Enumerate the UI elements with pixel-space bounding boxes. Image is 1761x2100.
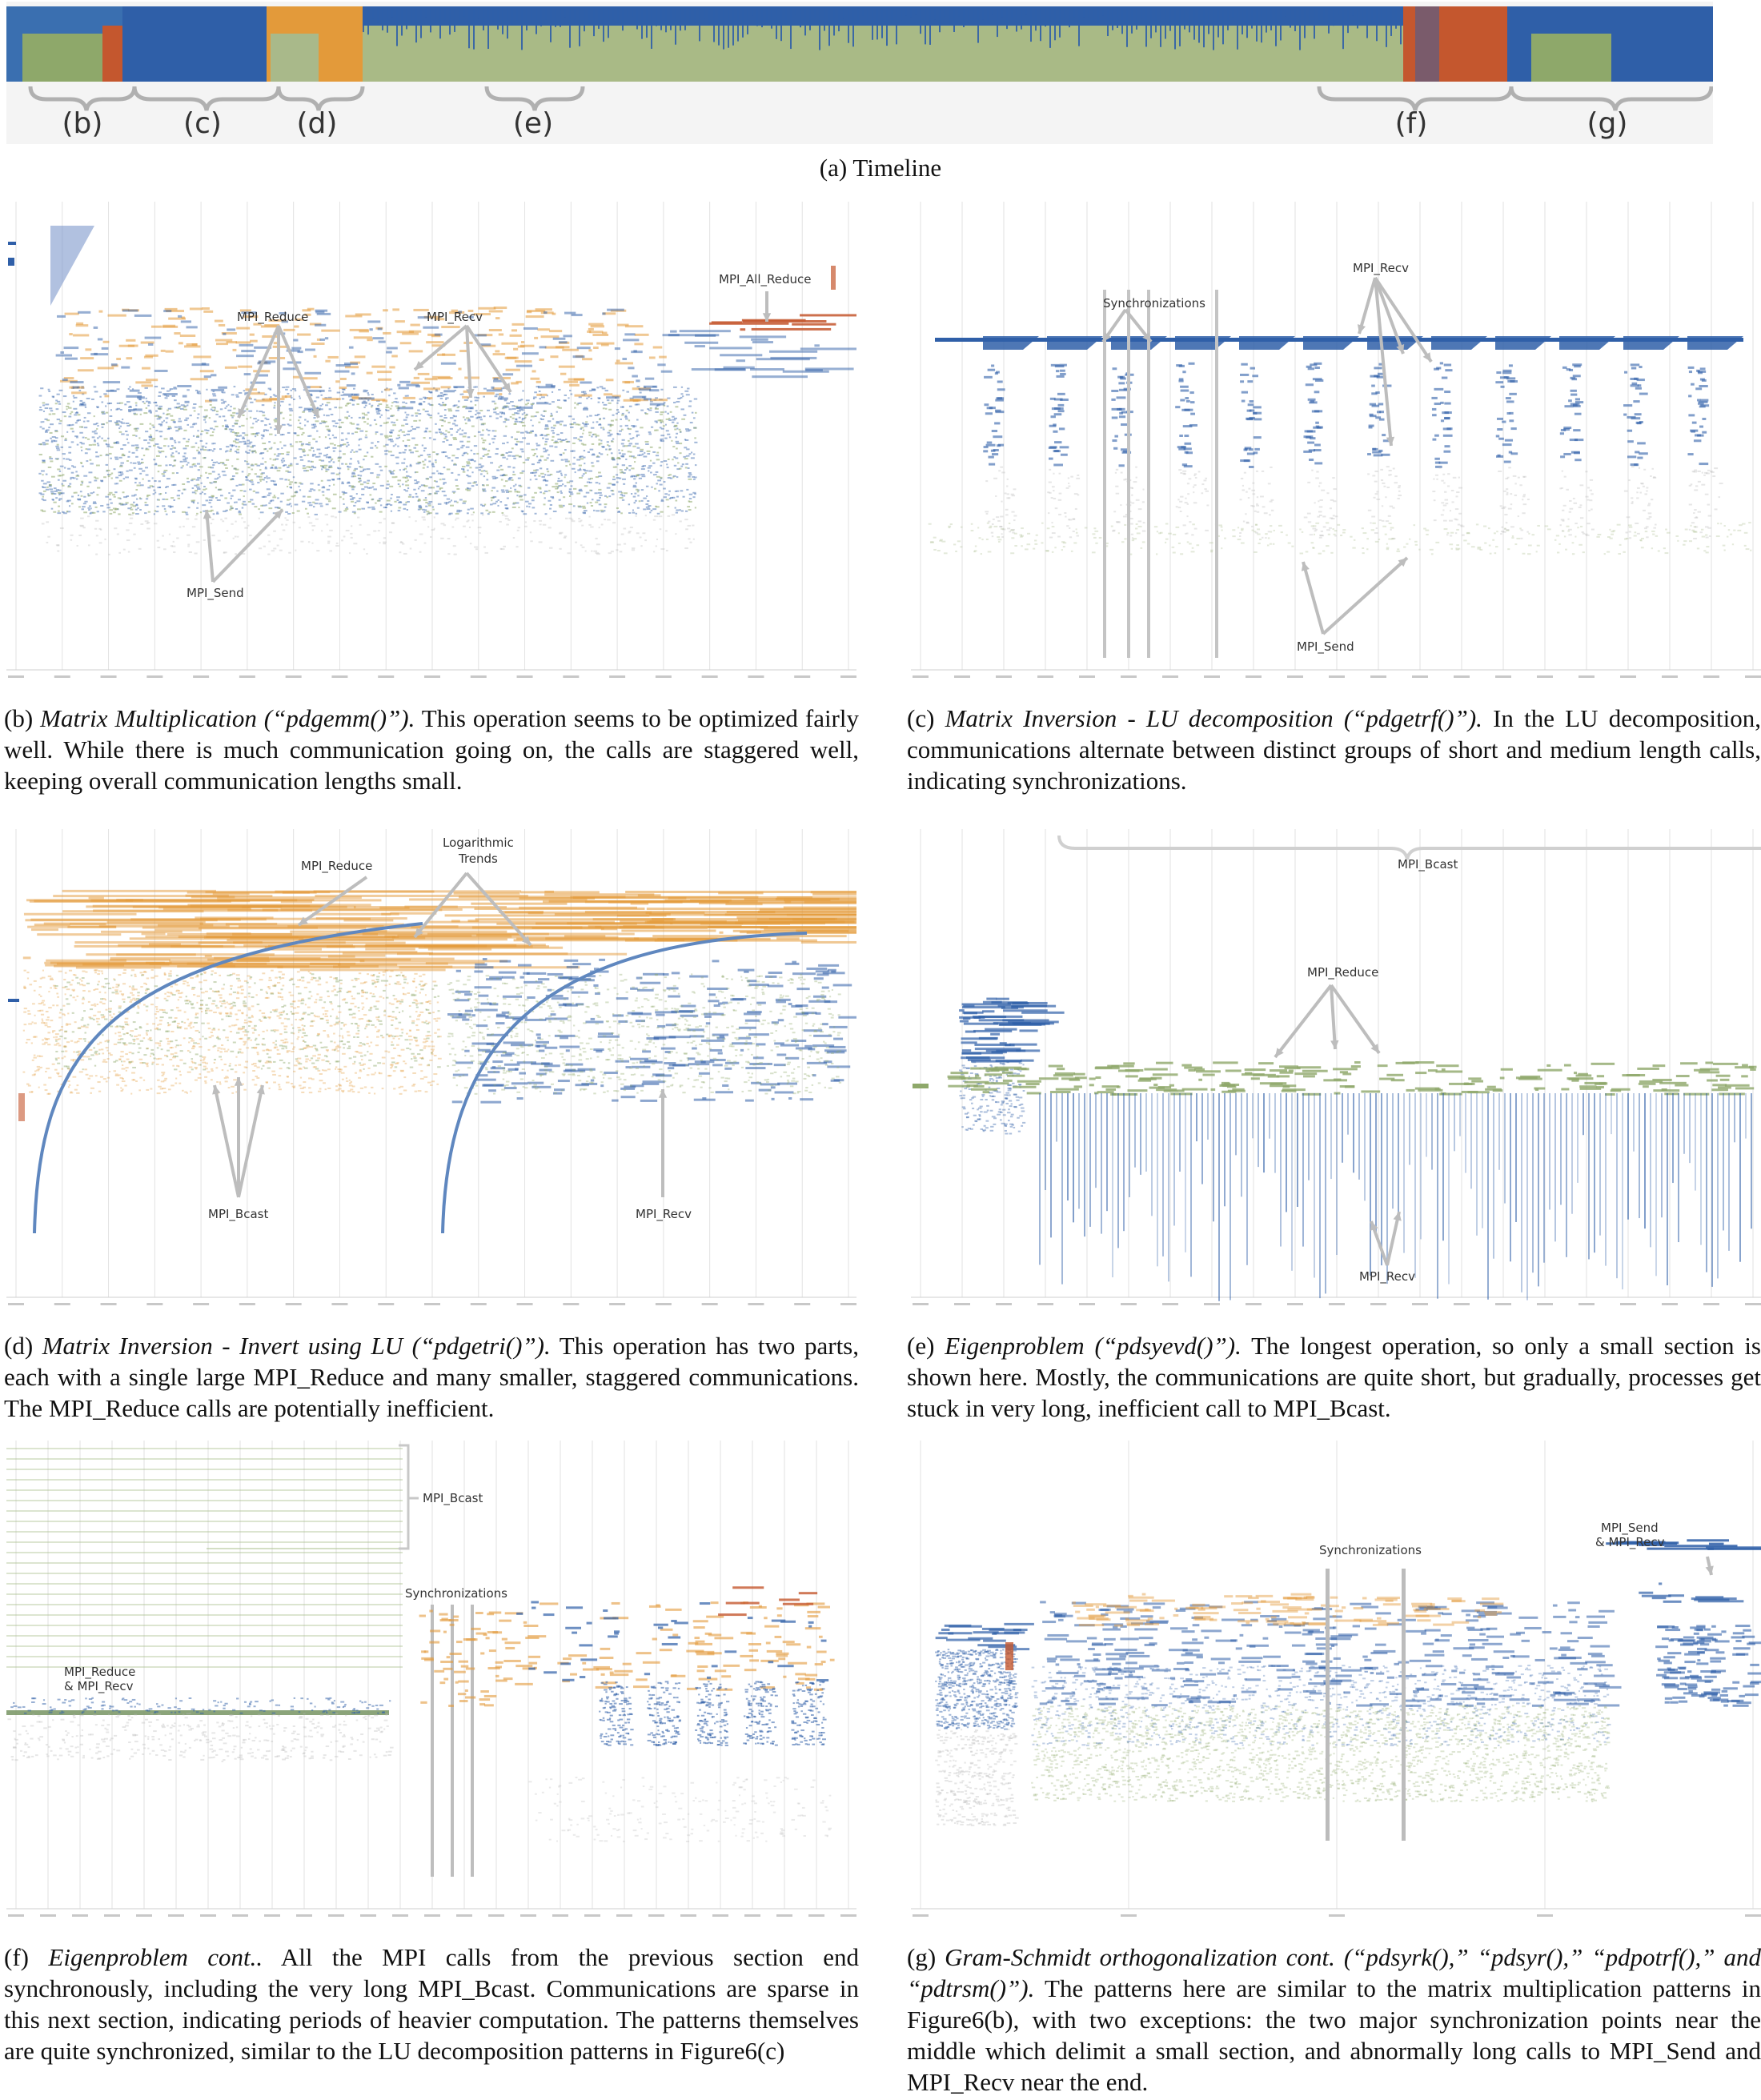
brace-label-c: (c) xyxy=(183,107,222,140)
panel-e-plot: MPI_Bcast MPI_Reduce MPI_Recv xyxy=(911,829,1761,1319)
panel-d-plot: MPI_Reduce Logarithmic Trends MPI_Bcast … xyxy=(6,829,856,1319)
caption-c: (c) Matrix Inversion - LU decomposition … xyxy=(907,703,1761,796)
caption-c-title: Matrix Inversion - LU decomposition (“pd… xyxy=(945,704,1482,732)
grid-lines xyxy=(6,202,856,678)
brace-label-g: (g) xyxy=(1587,107,1628,140)
label-mpi-recv: MPI_Recv xyxy=(1359,1269,1416,1284)
caption-e-title: Eigenproblem (“pdsyevd()”). xyxy=(945,1332,1242,1360)
caption-g-title: Gram-Schmidt orthogonalization cont. (“p… xyxy=(907,1943,1761,2002)
caption-e: (e) Eigenproblem (“pdsyevd()”). The long… xyxy=(907,1330,1761,1424)
caption-d-prefix: (d) xyxy=(4,1332,42,1360)
panel-g-plot: Synchronizations MPI_Send & MPI_Recv xyxy=(911,1441,1761,1930)
caption-b: (b) Matrix Multiplication (“pdgemm()”). … xyxy=(4,703,859,796)
brace-label-f: (f) xyxy=(1394,107,1428,140)
label-synchronizations: Synchronizations xyxy=(1103,296,1205,311)
panel-b-plot: MPI_Reduce MPI_Recv MPI_All_Reduce MPI_S… xyxy=(6,202,856,691)
label-trends: Trends xyxy=(459,852,498,866)
label-mpi-reduce: MPI_Reduce xyxy=(1307,965,1379,980)
label-mpi-all-reduce: MPI_All_Reduce xyxy=(719,272,812,287)
brace-label-d: (d) xyxy=(296,107,338,140)
panel-c-plot: Synchronizations MPI_Recv MPI_Send xyxy=(911,202,1761,691)
caption-g: (g) Gram-Schmidt orthogonalization cont.… xyxy=(907,1942,1761,2098)
caption-b-title: Matrix Multiplication (“pdgemm()”). xyxy=(40,704,415,732)
label-and-mpi-recv: & MPI_Recv xyxy=(1595,1535,1665,1549)
timeline-chart xyxy=(6,2,1714,144)
label-synchronizations: Synchronizations xyxy=(405,1586,507,1601)
caption-e-prefix: (e) xyxy=(907,1332,945,1360)
grid-lines xyxy=(911,1441,1761,1917)
caption-f-title: Eigenproblem cont.. xyxy=(48,1943,263,1971)
label-mpi-recv: MPI_Recv xyxy=(636,1207,692,1221)
caption-e-body: The longest operation, so only a small s… xyxy=(907,1332,1761,1422)
label-mpi-bcast: MPI_Bcast xyxy=(208,1207,269,1221)
caption-f: (f) Eigenproblem cont.. All the MPI call… xyxy=(4,1942,859,2066)
label-mpi-send: MPI_Send xyxy=(187,586,244,600)
caption-d-title: Matrix Inversion - Invert using LU (“pdg… xyxy=(42,1332,551,1360)
label-mpi-bcast: MPI_Bcast xyxy=(423,1491,483,1505)
label-mpi-send: MPI_Send xyxy=(1297,639,1354,654)
timeline-caption: (a) Timeline xyxy=(819,154,942,182)
label-mpi-recv: MPI_Recv xyxy=(1353,261,1410,275)
caption-f-body: All the MPI calls from the previous sect… xyxy=(4,1943,859,2065)
caption-d-body: This operation has two parts, each with … xyxy=(4,1332,859,1422)
label-mpi-reduce: MPI_Reduce xyxy=(301,859,373,873)
label-and-mpi-recv: & MPI_Recv xyxy=(64,1679,134,1693)
label-mpi-bcast: MPI_Bcast xyxy=(1398,857,1458,872)
caption-c-body: In the LU decomposition, communications … xyxy=(907,704,1761,795)
caption-c-prefix: (c) xyxy=(907,704,945,732)
caption-g-body: The patterns here are similar to the mat… xyxy=(907,1974,1761,2096)
label-logarithmic: Logarithmic xyxy=(443,836,514,850)
grid-lines xyxy=(911,829,1761,1305)
grid-lines xyxy=(6,1441,856,1917)
panel-f-plot: MPI_Bcast Synchronizations MPI_Reduce & … xyxy=(6,1441,856,1930)
label-mpi-reduce: MPI_Reduce xyxy=(64,1665,136,1679)
caption-g-prefix: (g) xyxy=(907,1943,945,1971)
caption-f-prefix: (f) xyxy=(4,1943,49,1971)
label-mpi-reduce: MPI_Reduce xyxy=(237,310,309,324)
label-synchronizations: Synchronizations xyxy=(1319,1543,1422,1557)
brace-label-b: (b) xyxy=(62,107,103,140)
caption-b-body: This operation seems to be optimized fai… xyxy=(4,704,859,795)
caption-d: (d) Matrix Inversion - Invert using LU (… xyxy=(4,1330,859,1424)
brace-label-e: (e) xyxy=(512,107,554,140)
grid-lines xyxy=(911,202,1761,678)
timeline-strip: (b) (c) (d) (e) (f) (g) xyxy=(6,2,1714,144)
caption-b-prefix: (b) xyxy=(4,704,41,732)
label-mpi-recv: MPI_Recv xyxy=(427,310,483,324)
label-mpi-send: MPI_Send xyxy=(1601,1521,1659,1535)
